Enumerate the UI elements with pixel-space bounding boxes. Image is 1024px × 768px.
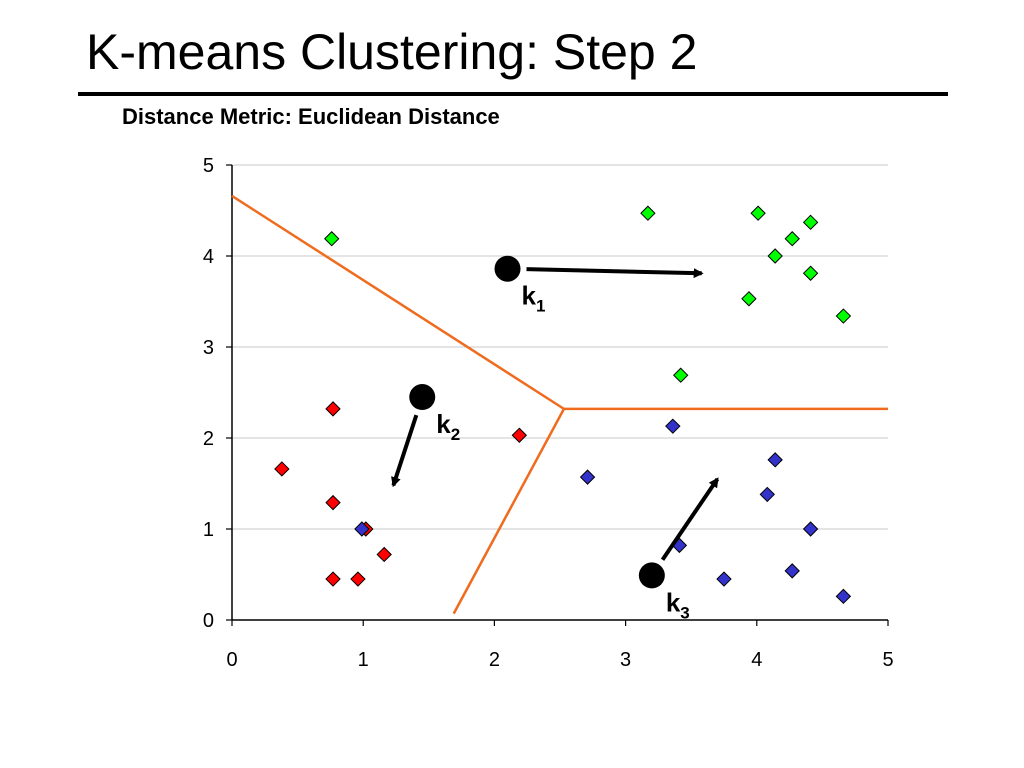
- y-tick-label: 1: [203, 519, 214, 541]
- centroid-label-k2: k2: [436, 409, 460, 444]
- data-point-cluster-1: [784, 231, 800, 247]
- chart-subtitle: Distance Metric: Euclidean Distance: [122, 104, 500, 129]
- data-point-cluster-2: [325, 401, 341, 417]
- y-tick-label: 4: [203, 246, 214, 268]
- title-underline: [78, 92, 948, 96]
- centroid-move-arrow: [660, 477, 720, 561]
- centroid-move-arrow: [391, 414, 419, 488]
- centroids: k1 k2 k3: [391, 255, 720, 622]
- page-title: K-means Clustering: Step 2: [86, 24, 698, 80]
- cluster-boundary-line: [452, 408, 566, 615]
- centroid-label-k1: k1: [522, 281, 546, 316]
- centroid-marker: [494, 255, 521, 282]
- data-point-cluster-2: [325, 494, 341, 511]
- centroid-move-arrow: [526, 267, 704, 279]
- data-point-cluster-2: [325, 571, 341, 587]
- data-point-cluster-3: [784, 563, 800, 579]
- data-point-cluster-1: [802, 265, 819, 281]
- data-point-cluster-3: [354, 521, 370, 537]
- x-tick-label: 2: [489, 649, 500, 671]
- data-point-cluster-3: [759, 486, 776, 503]
- data-point-cluster-3: [665, 418, 681, 434]
- gridlines: [232, 164, 888, 530]
- data-points: [274, 205, 852, 605]
- data-point-cluster-1: [750, 205, 766, 221]
- centroid-marker: [409, 384, 436, 411]
- data-point-cluster-3: [716, 571, 732, 587]
- y-tick-label: 2: [203, 428, 214, 450]
- data-point-cluster-3: [767, 452, 783, 468]
- data-point-cluster-1: [741, 291, 757, 307]
- data-point-cluster-2: [274, 461, 290, 477]
- data-point-cluster-3: [835, 588, 852, 605]
- x-tick-label: 5: [882, 649, 893, 671]
- y-tick-label: 3: [203, 337, 214, 359]
- y-tick-label: 5: [203, 155, 214, 177]
- y-tick-label: 0: [203, 610, 214, 632]
- data-point-cluster-2: [350, 571, 366, 587]
- data-point-cluster-3: [802, 521, 819, 537]
- cluster-boundary-line: [231, 194, 565, 410]
- data-point-cluster-1: [767, 248, 783, 264]
- data-point-cluster-3: [579, 469, 596, 485]
- data-point-cluster-1: [672, 367, 689, 383]
- cluster-boundaries: [231, 194, 888, 615]
- data-point-cluster-2: [376, 546, 392, 563]
- data-point-cluster-2: [511, 427, 528, 443]
- data-point-cluster-1: [802, 214, 819, 231]
- centroid-marker: [638, 562, 665, 589]
- data-point-cluster-1: [640, 205, 656, 221]
- data-point-cluster-1: [324, 231, 340, 247]
- axes: 0 1 2 3 4 5 0 1 2 3 4 5: [203, 155, 894, 671]
- centroid-label-k3: k3: [666, 587, 690, 622]
- x-tick-label: 3: [620, 649, 631, 671]
- x-tick-label: 4: [751, 649, 762, 671]
- data-point-cluster-1: [835, 308, 852, 324]
- x-tick-label: 1: [358, 649, 369, 671]
- x-tick-label: 0: [226, 649, 237, 671]
